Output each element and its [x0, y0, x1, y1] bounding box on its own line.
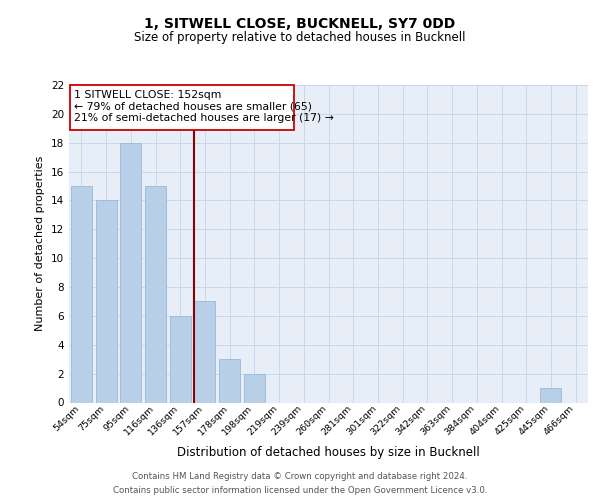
Bar: [71, 186, 92, 402]
Bar: [194, 302, 215, 402]
Bar: [541, 388, 562, 402]
Bar: [244, 374, 265, 402]
Bar: [95, 200, 116, 402]
Bar: [120, 142, 141, 402]
X-axis label: Distribution of detached houses by size in Bucknell: Distribution of detached houses by size …: [177, 446, 480, 459]
FancyBboxPatch shape: [70, 85, 294, 130]
Bar: [170, 316, 191, 402]
Y-axis label: Number of detached properties: Number of detached properties: [35, 156, 46, 332]
Text: 1, SITWELL CLOSE, BUCKNELL, SY7 0DD: 1, SITWELL CLOSE, BUCKNELL, SY7 0DD: [145, 18, 455, 32]
Text: ← 79% of detached houses are smaller (65): ← 79% of detached houses are smaller (65…: [74, 102, 312, 112]
Text: Contains HM Land Registry data © Crown copyright and database right 2024.: Contains HM Land Registry data © Crown c…: [132, 472, 468, 481]
Bar: [145, 186, 166, 402]
Text: 21% of semi-detached houses are larger (17) →: 21% of semi-detached houses are larger (…: [74, 113, 334, 123]
Text: Contains public sector information licensed under the Open Government Licence v3: Contains public sector information licen…: [113, 486, 487, 495]
Text: 1 SITWELL CLOSE: 152sqm: 1 SITWELL CLOSE: 152sqm: [74, 90, 221, 100]
Text: Size of property relative to detached houses in Bucknell: Size of property relative to detached ho…: [134, 31, 466, 44]
Bar: [219, 359, 240, 403]
